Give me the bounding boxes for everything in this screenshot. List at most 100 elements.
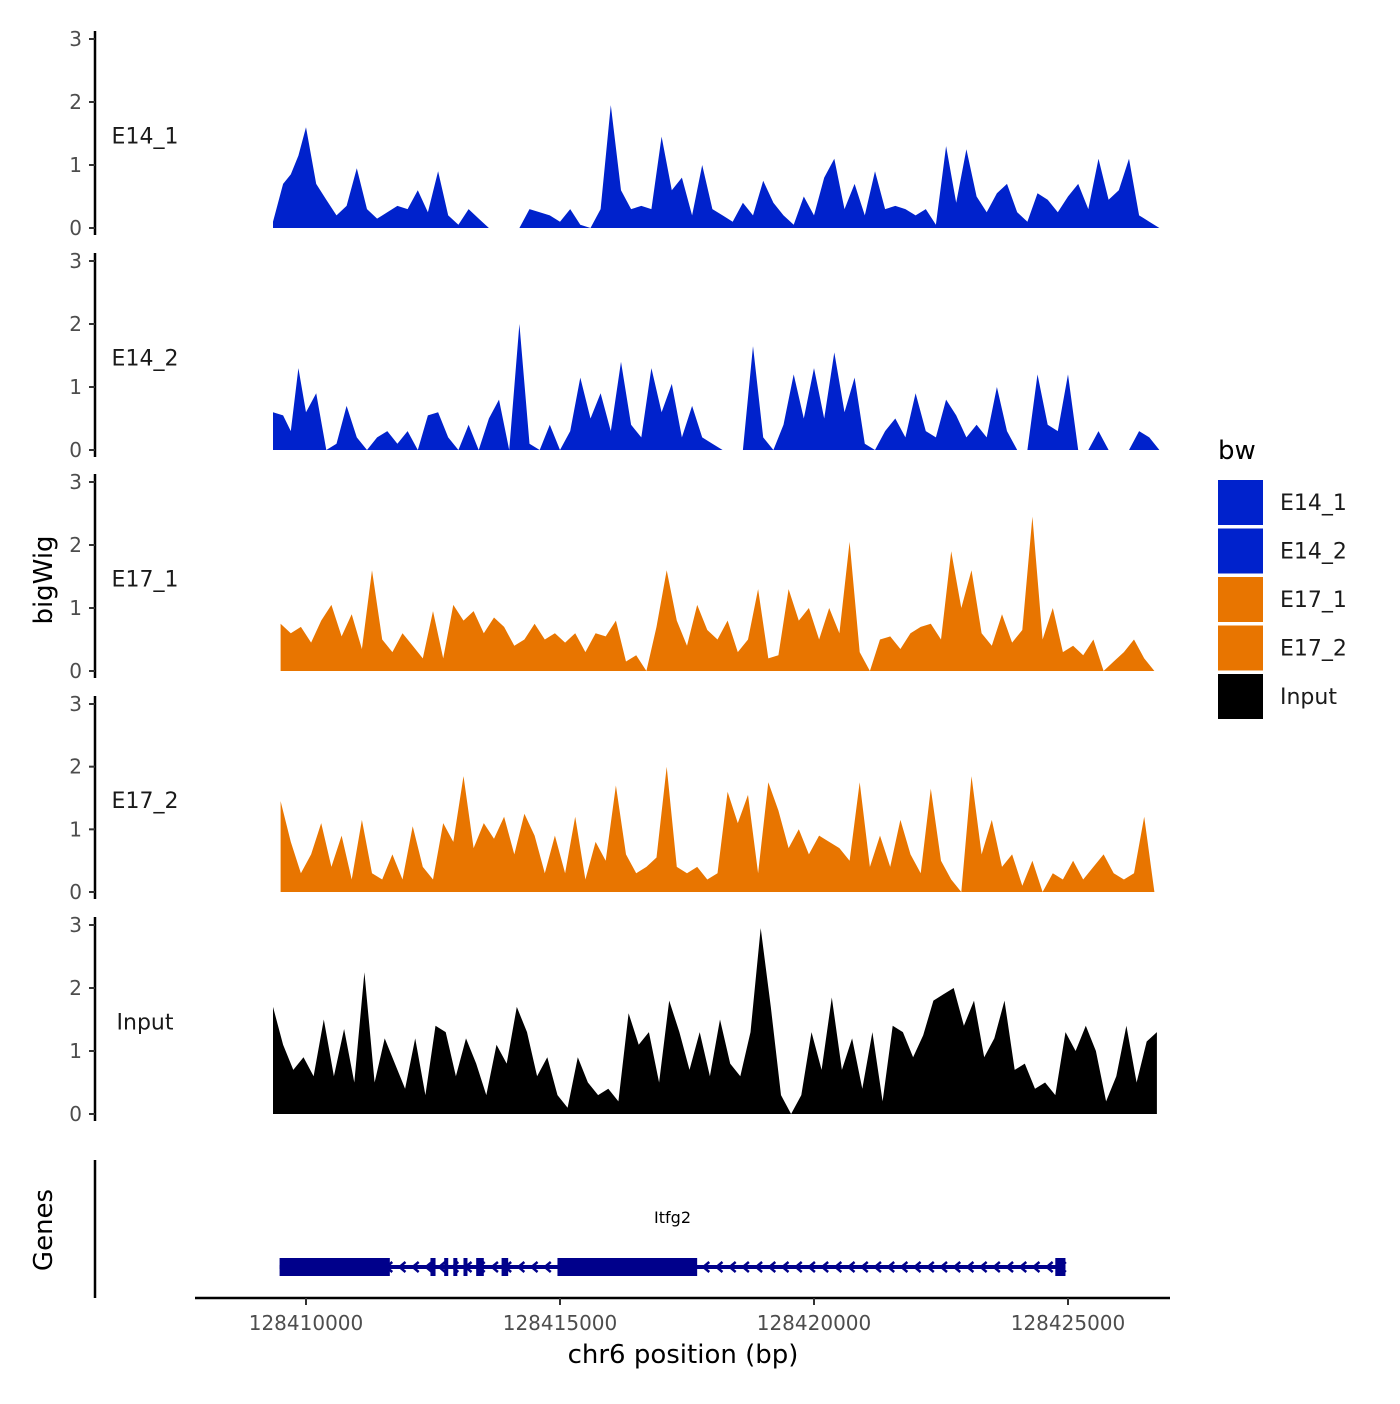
strand-arrow — [740, 1261, 750, 1273]
strand-arrow — [820, 1261, 829, 1273]
strand-arrow — [767, 1261, 777, 1273]
gene-exon — [476, 1258, 484, 1276]
y-tick-label: 1 — [69, 1039, 82, 1063]
x-tick-label: 128420000 — [757, 1311, 872, 1335]
strand-arrow — [965, 1261, 975, 1273]
track-label: E17_2 — [112, 789, 179, 814]
coverage-area — [273, 105, 1160, 228]
legend-label: E17_2 — [1280, 637, 1347, 662]
x-tick-label: 128425000 — [1011, 1311, 1126, 1335]
strand-arrow — [833, 1261, 843, 1273]
gene-exon — [501, 1258, 509, 1276]
gene-exon — [279, 1258, 390, 1276]
track-label: E14_2 — [112, 347, 179, 372]
strand-arrow — [939, 1261, 948, 1273]
track-e14-2: 0 1 2 3 E14_2 — [69, 249, 1160, 462]
legend-label: Input — [1280, 685, 1337, 710]
y-tick-label: 1 — [69, 596, 82, 620]
coverage-area — [280, 766, 1155, 892]
track-input: 0 1 2 3 Input — [69, 913, 1157, 1126]
strand-arrow — [886, 1261, 895, 1273]
legend-swatch — [1218, 577, 1263, 622]
legend-label: E14_2 — [1280, 540, 1347, 565]
strand-arrow — [912, 1261, 922, 1273]
y-tick-label: 2 — [69, 90, 82, 114]
strand-arrow — [1018, 1261, 1028, 1273]
strand-arrow — [978, 1261, 988, 1273]
strand-arrow — [714, 1261, 724, 1273]
gene-exon — [430, 1258, 436, 1276]
y-axis-title: bigWig — [29, 535, 59, 624]
legend: bw E14_1 E14_2 E17_1 E17_2 Input — [1218, 436, 1347, 719]
y-tick-label: 3 — [69, 470, 82, 494]
strand-arrow — [873, 1261, 882, 1273]
strand-arrow — [1031, 1261, 1041, 1273]
x-tick-label: 128415000 — [503, 1311, 618, 1335]
track-label: E14_1 — [112, 125, 179, 150]
strand-arrow — [952, 1261, 962, 1273]
coverage-area — [273, 324, 1160, 450]
strand-arrow — [780, 1261, 790, 1273]
strand-arrow — [925, 1261, 935, 1273]
gene-exon — [453, 1258, 458, 1276]
y-tick-label: 0 — [69, 1102, 82, 1126]
strand-arrow — [516, 1261, 526, 1273]
strand-arrow — [397, 1261, 407, 1273]
y-tick-label: 3 — [69, 913, 82, 937]
gene-track-title: Genes — [29, 1189, 59, 1271]
strand-arrow — [899, 1261, 909, 1273]
y-tick-label: 0 — [69, 438, 82, 462]
legend-swatch — [1218, 625, 1263, 671]
strand-arrow — [806, 1261, 816, 1273]
strand-arrow — [846, 1261, 856, 1273]
track-label: E17_1 — [112, 568, 179, 593]
legend-label: E14_1 — [1280, 491, 1347, 516]
coverage-area — [273, 928, 1157, 1114]
legend-title: bw — [1218, 436, 1256, 466]
y-tick-label: 2 — [69, 976, 82, 1000]
legend-swatch — [1218, 528, 1263, 574]
strand-arrow — [410, 1261, 420, 1273]
track-e14-1: 0 1 2 3 E14_1 — [69, 27, 1160, 240]
strand-arrow — [1044, 1261, 1054, 1273]
gene-exon — [444, 1258, 449, 1276]
y-tick-label: 1 — [69, 375, 82, 399]
strand-arrow — [754, 1261, 763, 1273]
y-tick-label: 2 — [69, 312, 82, 336]
legend-swatch — [1218, 674, 1263, 719]
x-axis-title: chr6 position (bp) — [568, 1340, 799, 1370]
gene-exon — [1055, 1258, 1066, 1276]
x-tick-label: 128410000 — [249, 1311, 364, 1335]
strand-arrow — [437, 1261, 446, 1273]
y-tick-label: 3 — [69, 692, 82, 716]
y-tick-label: 0 — [69, 659, 82, 683]
track-panels: 0 1 2 3 E14_1 0 1 2 3 E14_2 0 1 2 3 E17_1 0 1 2 3 E17_2 0 1 2 3… — [69, 27, 1160, 1126]
strand-arrow — [489, 1261, 499, 1273]
y-tick-label: 1 — [69, 153, 82, 177]
coverage-area — [280, 516, 1155, 671]
strand-arrow — [859, 1261, 869, 1273]
legend-label: E17_1 — [1280, 588, 1347, 613]
track-e17-2: 0 1 2 3 E17_2 — [69, 692, 1155, 904]
y-tick-label: 2 — [69, 533, 82, 557]
strand-arrow — [529, 1261, 539, 1273]
strand-arrow — [991, 1261, 1001, 1273]
track-label: Input — [117, 1011, 174, 1036]
gene-exon — [557, 1258, 698, 1276]
strand-arrow — [542, 1261, 552, 1273]
strand-arrow — [793, 1261, 803, 1273]
x-axis: 128410000 128415000 128420000 128425000 — [195, 1296, 1170, 1335]
strand-arrow — [727, 1261, 737, 1273]
gene-track: Itfg2 — [93, 1160, 1067, 1298]
y-tick-label: 0 — [69, 880, 82, 904]
y-tick-label: 1 — [69, 817, 82, 841]
track-e17-1: 0 1 2 3 E17_1 — [69, 470, 1155, 683]
strand-arrow — [1005, 1261, 1014, 1273]
gene-exon — [463, 1258, 468, 1276]
y-tick-label: 3 — [69, 27, 82, 51]
strand-arrow — [423, 1261, 433, 1273]
y-tick-label: 2 — [69, 755, 82, 779]
gene-name-label: Itfg2 — [654, 1208, 691, 1227]
